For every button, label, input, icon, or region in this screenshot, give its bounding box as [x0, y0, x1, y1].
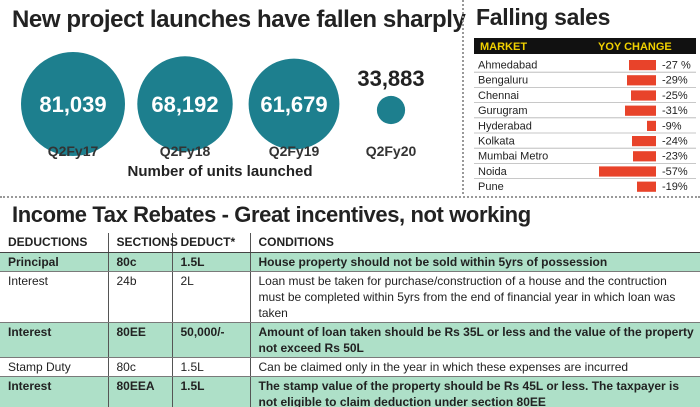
vertical-divider	[462, 0, 464, 194]
yoy-change-label: -9%	[662, 120, 682, 132]
yoy-change-label: -24%	[662, 136, 688, 148]
cell-amount: 2L	[171, 271, 250, 323]
launches-panel: New project launches have fallen sharply…	[0, 0, 466, 192]
sales-bar-gurugram	[625, 105, 656, 116]
yoy-change-label: -25%	[662, 90, 688, 102]
sales-header-change: YOY CHANGE	[598, 41, 672, 53]
table-row: Principal 80c 1.5L House property should no…	[0, 252, 700, 272]
header-conditions: CONDITIONS	[249, 233, 700, 253]
cell-deduction: Interest	[0, 376, 108, 407]
sales-bar-kolkata	[632, 136, 656, 147]
yoy-change-label: -57%	[662, 166, 688, 178]
tax-rebates-panel: Income Tax Rebates - Great incentives, n…	[0, 198, 700, 407]
header-deductions: DEDUCTIONS	[0, 233, 108, 253]
bubble-q2fy20	[376, 95, 406, 125]
cell-deduction: Stamp Duty	[0, 357, 108, 377]
sales-bar-mumbai-metro	[633, 151, 656, 162]
launches-bubble-chart: 81,039 Q2Fy17 68,192 Q2Fy18 61,679 Q2Fy19 33,8…	[21, 52, 425, 159]
bubble-value-label: 33,883	[357, 66, 424, 91]
launches-chart-title: New project launches have fallen sharply	[12, 6, 466, 33]
market-label: Gurugram	[478, 105, 528, 117]
cell-section: 80EE	[107, 322, 172, 358]
launches-x-axis-label: Number of units launched	[127, 163, 313, 180]
market-label: Ahmedabad	[478, 60, 537, 72]
tax-rebates-table: DEDUCTIONS SECTIONS DEDUCT* CONDITIONS P…	[0, 233, 700, 407]
market-label: Bengaluru	[478, 75, 528, 87]
sales-bar-ahmedabad	[629, 60, 656, 71]
bubble-q2fy17	[21, 52, 125, 156]
sales-bar-hyderabad	[647, 120, 656, 131]
cell-condition: Loan must be taken for purchase/construc…	[249, 271, 700, 323]
table-row: Interest 24b 2L Loan must be taken for purc…	[0, 271, 700, 323]
cell-amount: 1.5L	[171, 252, 250, 272]
cell-amount: 50,000/-	[171, 322, 250, 358]
cell-condition: Can be claimed only in the year in which…	[249, 357, 700, 377]
bubble-category-label: Q2Fy18	[160, 143, 211, 159]
market-label: Kolkata	[478, 136, 516, 148]
yoy-change-label: -27 %	[662, 60, 691, 72]
market-label: Noida	[478, 166, 508, 178]
sales-bar-noida	[599, 166, 656, 177]
bubble-q2fy19	[248, 58, 340, 150]
sales-bar-bengaluru	[627, 75, 656, 86]
cell-deduction: Interest	[0, 271, 108, 323]
table-row: Interest 80EEA 1.5L The stamp value of the …	[0, 376, 700, 407]
sales-bar-chart: MARKET YOY CHANGE Ahmedabad -27 % Bengaluru -…	[474, 38, 696, 192]
cell-amount: 1.5L	[171, 376, 250, 407]
market-label: Mumbai Metro	[478, 151, 548, 163]
cell-condition: Amount of loan taken should be Rs 35L or…	[249, 322, 700, 358]
sales-bar-pune	[637, 181, 656, 192]
yoy-change-label: -29%	[662, 75, 688, 87]
cell-condition: House property should not be sold within…	[249, 252, 700, 272]
cell-amount: 1.5L	[171, 357, 250, 377]
table-row: Stamp Duty 80c 1.5L Can be claimed only in …	[0, 357, 700, 377]
yoy-change-label: -31%	[662, 105, 688, 117]
cell-condition: The stamp value of the property should b…	[249, 376, 700, 407]
sales-header-market: MARKET	[480, 41, 527, 53]
bubble-value-label: 68,192	[151, 92, 218, 117]
sales-chart-title: Falling sales	[476, 4, 611, 30]
bubble-category-label: Q2Fy17	[48, 143, 99, 159]
cell-section: 80EEA	[107, 376, 172, 407]
sales-panel: Falling sales MARKET YOY CHANGE Ahmedabad -…	[468, 0, 700, 192]
cell-deduction: Interest	[0, 322, 108, 358]
bubble-value-label: 81,039	[39, 92, 106, 117]
horizontal-divider	[0, 196, 700, 198]
cell-section: 24b	[107, 271, 172, 323]
table-header-row: DEDUCTIONS SECTIONS DEDUCT* CONDITIONS	[0, 233, 700, 253]
cell-section: 80c	[107, 357, 172, 377]
tax-table-title: Income Tax Rebates - Great incentives, n…	[12, 202, 531, 227]
header-deduct: DEDUCT*	[171, 233, 250, 253]
bubble-category-label: Q2Fy19	[269, 143, 320, 159]
table-row: Interest 80EE 50,000/- Amount of loan taken…	[0, 322, 700, 358]
table-body: Principal 80c 1.5L House property should no…	[0, 252, 700, 407]
cell-deduction: Principal	[0, 252, 108, 272]
sales-header-bar	[474, 38, 696, 54]
yoy-change-label: -23%	[662, 151, 688, 163]
bubble-category-label: Q2Fy20	[366, 143, 417, 159]
header-sections: SECTIONS	[107, 233, 178, 253]
bubble-q2fy18	[137, 56, 233, 152]
cell-section: 80c	[107, 252, 172, 272]
sales-bar-chennai	[631, 90, 656, 101]
market-label: Chennai	[478, 90, 519, 102]
market-label: Pune	[478, 181, 504, 192]
bubble-value-label: 61,679	[260, 92, 327, 117]
yoy-change-label: -19%	[662, 181, 688, 192]
market-label: Hyderabad	[478, 120, 532, 132]
